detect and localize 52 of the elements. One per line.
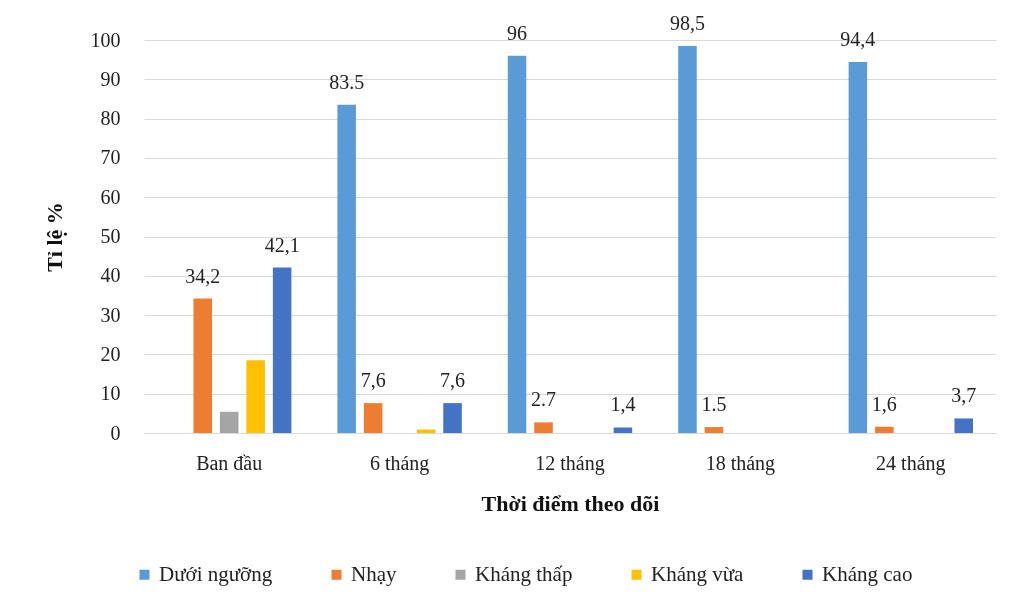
data-label: 1,4: [610, 393, 636, 416]
legend-label: Kháng thấp: [475, 561, 573, 586]
data-label: 96: [507, 21, 528, 44]
bar: [246, 360, 265, 433]
bar: [848, 62, 868, 433]
bar: [875, 426, 894, 433]
x-tick-label: 12 tháng: [535, 451, 605, 475]
y-tick-label: 10: [100, 382, 121, 405]
bar: [193, 298, 212, 433]
legend-label: Dưới ngưỡng: [159, 561, 273, 586]
y-tick-label: 30: [100, 303, 121, 326]
bar: [954, 418, 973, 433]
bar: [443, 403, 462, 433]
bar: [704, 427, 724, 433]
x-tick-label: Ban đầu: [196, 451, 263, 474]
data-label: 1.5: [701, 393, 727, 416]
bar: [272, 267, 292, 433]
bar: [507, 55, 527, 433]
y-tick-label: 80: [100, 107, 121, 130]
data-label: 7,6: [440, 369, 466, 392]
data-label: 42,1: [264, 233, 300, 256]
data-label: 3,7: [951, 384, 977, 407]
y-tick-label: 60: [100, 185, 121, 208]
bar: [613, 427, 633, 433]
data-label: 94,4: [840, 28, 876, 51]
legend-label: Nhạy: [351, 561, 397, 586]
x-tick-label: 24 tháng: [876, 451, 946, 475]
data-label: 83.5: [329, 70, 365, 93]
data-label: 7,6: [360, 369, 386, 392]
y-tick-label: 70: [100, 146, 121, 169]
y-tick-label: 40: [100, 264, 121, 287]
x-tick-label: 6 tháng: [369, 451, 430, 475]
y-tick-label: 0: [110, 421, 121, 444]
y-tick-label: 50: [100, 225, 121, 247]
x-axis-title: Thời điểm theo dõi: [481, 490, 660, 516]
x-tick-label: 18 tháng: [705, 451, 776, 475]
bar: [337, 104, 356, 433]
bar: [534, 422, 553, 433]
legend-label: Kháng cao: [822, 561, 913, 586]
bar: [678, 45, 697, 433]
data-label: 2.7: [531, 388, 557, 411]
data-label: 98,5: [669, 11, 705, 34]
legend-label: Kháng vừa: [651, 561, 745, 586]
data-label: 1,6: [871, 392, 897, 415]
bar: [363, 403, 383, 433]
bar: [416, 429, 436, 433]
y-tick-label: 100: [90, 28, 121, 51]
y-tick-label: 90: [100, 67, 121, 90]
y-tick-label: 20: [100, 342, 121, 365]
y-axis-title: Tỉ lệ %: [41, 202, 67, 272]
data-label: 34,2: [185, 264, 221, 287]
bar: [219, 411, 239, 433]
